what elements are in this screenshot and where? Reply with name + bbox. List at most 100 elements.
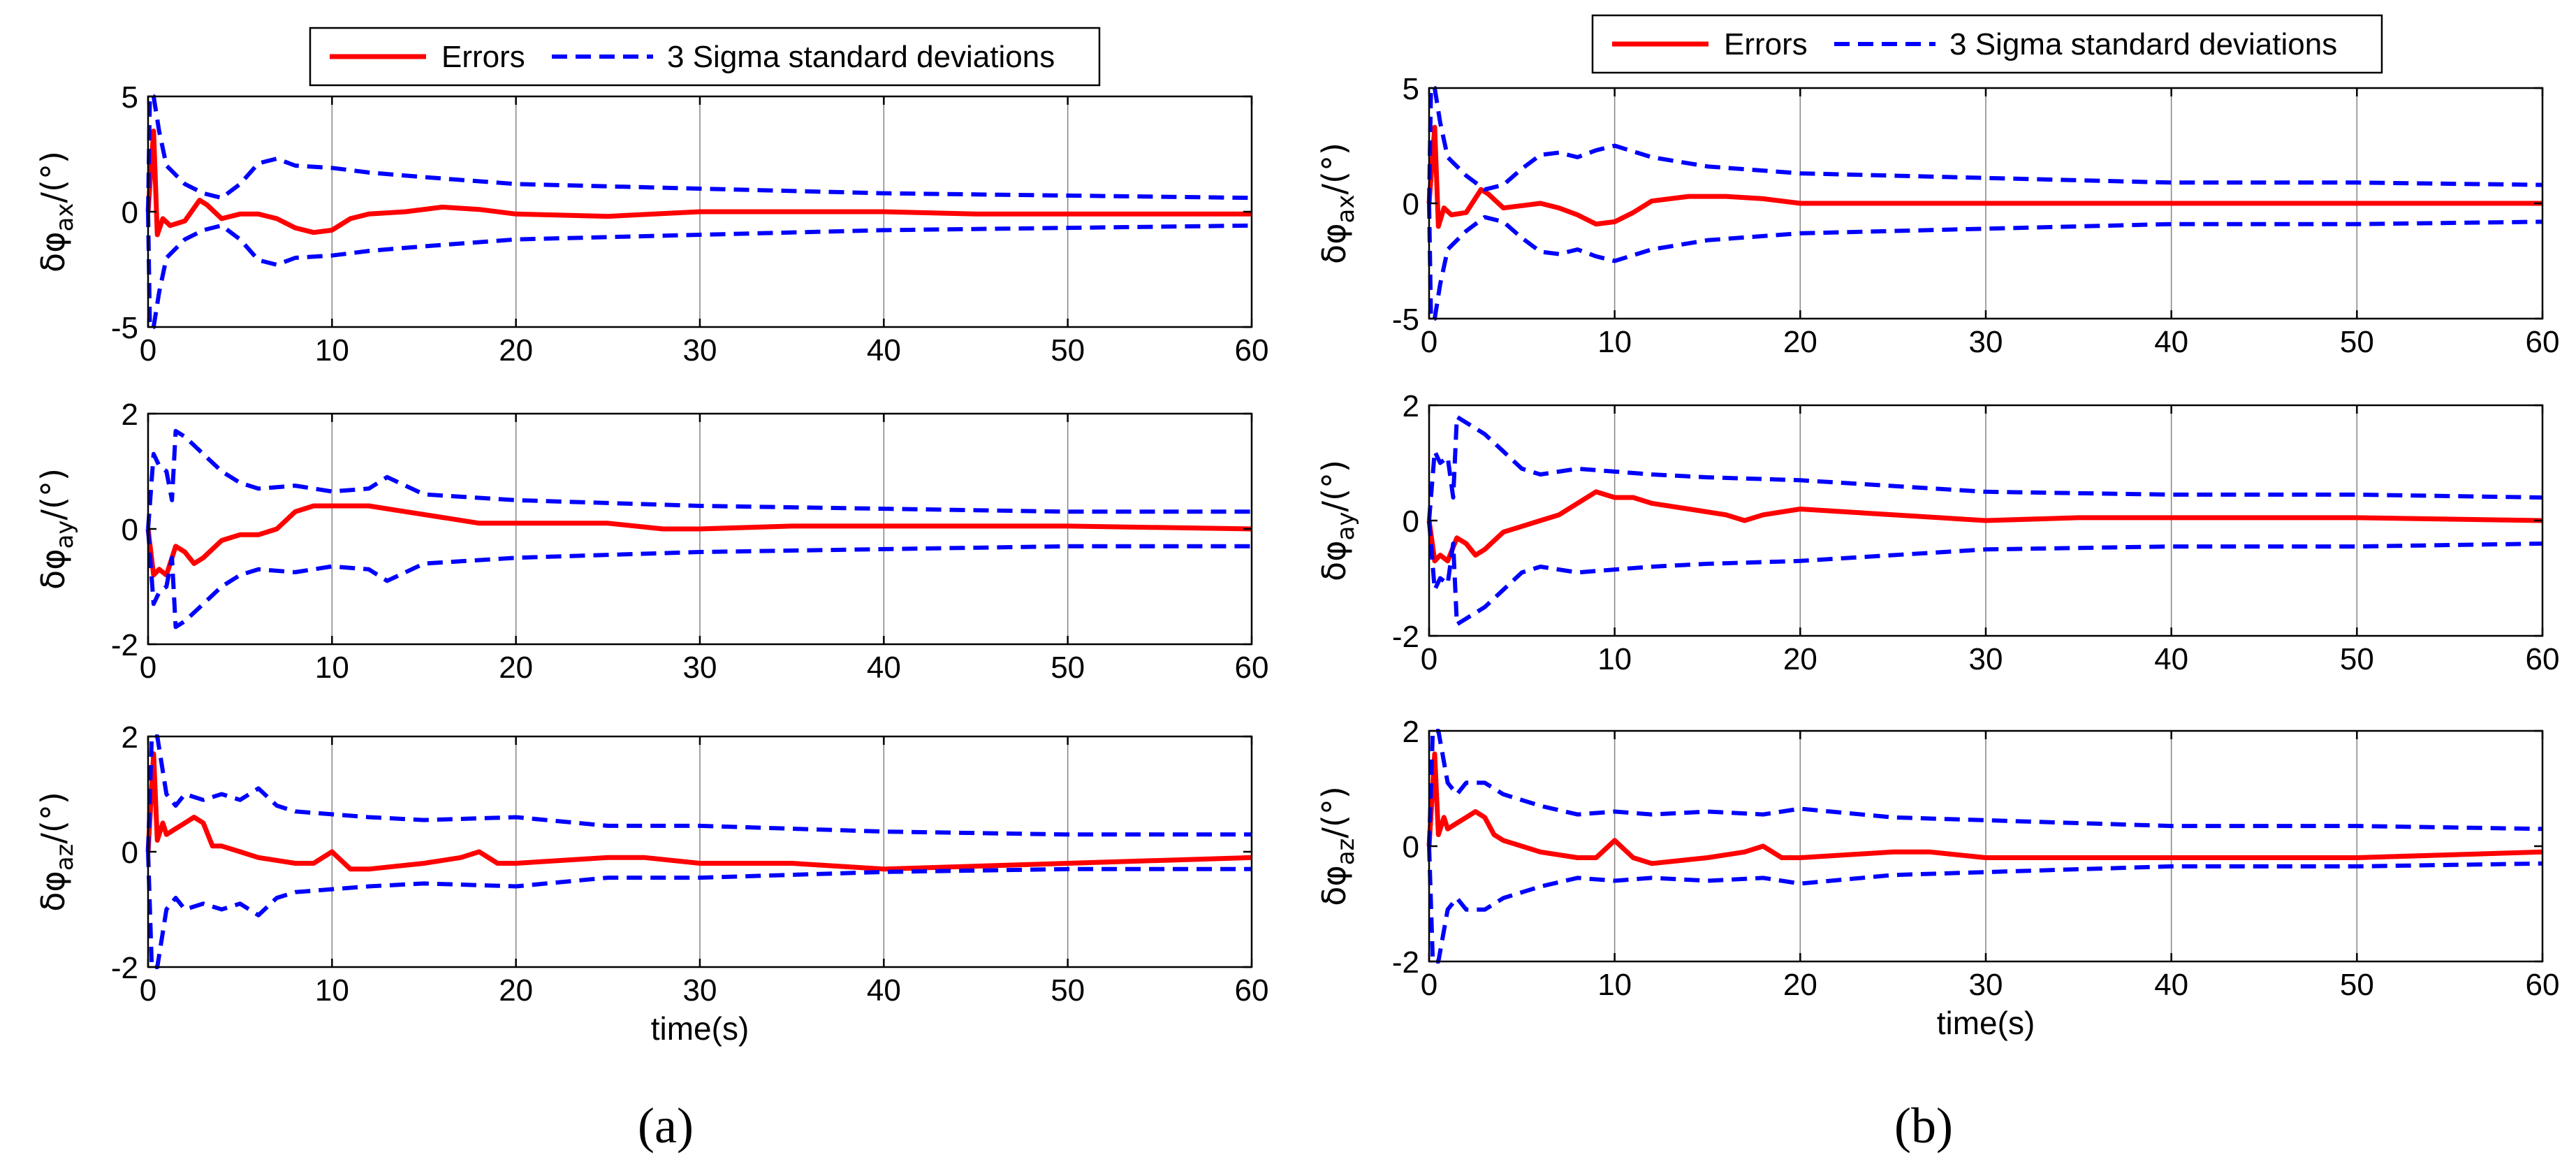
subplot-b-az-ylabel: δφaz/(°) <box>1315 786 1360 906</box>
subplot-a-ax-sigma-lower-line <box>146 211 1252 329</box>
subplot-a-az-sigma-lower-line <box>146 851 1252 969</box>
subplot-a-az-xtick-label-60: 60 <box>1235 973 1269 1008</box>
subplot-a-ay-ylabel: δφay/(°) <box>34 468 79 590</box>
subplot-b-az-xlabel: time(s) <box>1937 1005 2035 1041</box>
subplot-b-ax-xtick-label-60: 60 <box>2526 325 2560 359</box>
subplot-b-ay-xtick-label-50: 50 <box>2340 642 2374 676</box>
subplot-a-ax-xtick-label-50: 50 <box>1051 333 1085 368</box>
subplot-b-az-xtick-label-60: 60 <box>2526 968 2560 1002</box>
subplot-a-az-xtick-label-50: 50 <box>1051 973 1085 1008</box>
subplot-b-ax-xtick-label-40: 40 <box>2154 325 2188 359</box>
subplot-a-ay-ytick-label-0: 0 <box>122 513 138 547</box>
subplot-a-ax-ylabel: δφax/(°) <box>34 151 79 273</box>
subplot-a-ay-ytick-label-2: 2 <box>122 398 138 432</box>
subplot-a-ax-ytick-label--5: -5 <box>111 311 138 345</box>
subplot-b-ay-ylabel-unit: /(°) <box>1315 460 1353 511</box>
subplot-b-az-xtick-label-50: 50 <box>2340 968 2374 1002</box>
subplot-a-az-sigma-upper-line <box>146 734 1252 852</box>
subplot-a-ax-xtick-label-40: 40 <box>867 333 901 368</box>
subplot-b-ax-xtick-label-30: 30 <box>1969 325 2003 359</box>
subplot-b-az-errors-line <box>1426 751 2543 866</box>
legend-a-box <box>309 27 1101 87</box>
subplot-b-ay-ylabel: δφay/(°) <box>1315 460 1360 581</box>
subplot-b-ay-ytick-label--2: -2 <box>1392 620 1419 654</box>
subplot-b-az-sigma-upper-line <box>1427 729 2543 847</box>
legend-b-sigma-label: 3 Sigma standard deviations <box>1949 27 2337 61</box>
subplot-a-az-ylabel: δφaz/(°) <box>34 792 79 912</box>
legend-b-box <box>1591 14 2383 74</box>
subplot-b-ay-ytick-label-0: 0 <box>1403 504 1419 539</box>
subplot-b-ax-xtick-label-50: 50 <box>2340 325 2374 359</box>
subplot-a-ay-xtick-label-40: 40 <box>867 651 901 685</box>
subplot-a-ay-xtick-label-60: 60 <box>1235 651 1269 685</box>
subplot-b-ax-errors-line <box>1426 124 2542 229</box>
subplot-b-ax-ylabel-main: δφ <box>1315 223 1353 264</box>
subplot-b-ax-xtick-label-0: 0 <box>1421 325 1437 359</box>
subplot-a-az-ylabel-main: δφ <box>34 871 72 912</box>
subplot-a-ax-ytick-label-5: 5 <box>122 80 138 115</box>
subplot-b-az-ylabel-sub: az <box>1332 838 1360 866</box>
subplot-b-ax-ytick-label-0: 0 <box>1403 187 1419 221</box>
subplot-b-ax-sigma-upper-line <box>1427 86 2543 204</box>
legend-a-sigma-label: 3 Sigma standard deviations <box>667 40 1055 74</box>
subplot-a-az-xtick-label-20: 20 <box>499 973 533 1008</box>
subplot-a-ax-xtick-label-10: 10 <box>315 333 349 368</box>
subplot-b-az-sigma-lower-line <box>1427 845 2543 964</box>
caption-b: (b) <box>1894 1098 1953 1154</box>
subplot-a-az-ytick-label-0: 0 <box>122 836 138 870</box>
subplot-b-ax-ytick-label--5: -5 <box>1392 303 1419 337</box>
subplot-a-az-xtick-label-10: 10 <box>315 973 349 1008</box>
subplot-b-az-ylabel-unit: /(°) <box>1315 786 1353 838</box>
subplot-a-ay-xtick-label-20: 20 <box>499 651 533 685</box>
subplot-a-az-errors-line <box>145 751 1252 872</box>
subplot-b-ax-xtick-label-10: 10 <box>1597 325 1632 359</box>
subplot-a-ay-xtick-label-10: 10 <box>315 651 349 685</box>
subplot-a-ay-xtick-label-30: 30 <box>683 651 717 685</box>
subplot-b-ay-xtick-label-40: 40 <box>2154 642 2188 676</box>
subplot-b-ay-ylabel-main: δφ <box>1315 540 1353 581</box>
subplot-b-ay-xtick-label-20: 20 <box>1783 642 1817 676</box>
subplot-b-ax-xtick-label-20: 20 <box>1783 325 1817 359</box>
subplot-a-ay-ylabel-main: δφ <box>34 549 72 590</box>
subplot-a-ay-ylabel-unit: /(°) <box>34 468 72 520</box>
subplot-b-ay-xtick-label-60: 60 <box>2526 642 2560 676</box>
subplot-a-az-xtick-label-40: 40 <box>867 973 901 1008</box>
subplot-a-az-xtick-label-0: 0 <box>140 973 156 1008</box>
subplot-b-ax-ylabel-sub: ax <box>1332 194 1360 223</box>
subplot-b-az-xtick-label-20: 20 <box>1783 968 1817 1002</box>
subplot-a-az-ytick-label-2: 2 <box>122 720 138 755</box>
subplot-b-az-ytick-label-0: 0 <box>1403 830 1419 864</box>
subplot-a-ax-errors-line <box>145 129 1252 238</box>
subplot-b-az-ytick-label-2: 2 <box>1403 715 1419 749</box>
caption-a: (a) <box>638 1098 694 1154</box>
subplot-a-az-ytick-label--2: -2 <box>111 951 138 985</box>
subplot-b-ay-ylabel-sub: ay <box>1332 511 1360 540</box>
subplot-b-ay-xtick-label-10: 10 <box>1597 642 1632 676</box>
subplot-a-az-ylabel-sub: az <box>51 844 79 871</box>
subplot-b-ax-sigma-lower-line <box>1427 203 2543 321</box>
subplot-a-az-xtick-label-30: 30 <box>683 973 717 1008</box>
subplot-b-ax-ylabel-unit: /(°) <box>1315 143 1353 194</box>
subplot-a-ax-xtick-label-60: 60 <box>1235 333 1269 368</box>
subplot-a-ax-ylabel-main: δφ <box>34 231 72 273</box>
subplot-b-ax-ylabel: δφax/(°) <box>1315 143 1360 264</box>
subplot-a-ay-ylabel-sub: ay <box>51 520 79 549</box>
subplot-b-ay-xtick-label-30: 30 <box>1969 642 2003 676</box>
subplot-a-ax-ytick-label-0: 0 <box>122 196 138 230</box>
subplot-a-az-ylabel-unit: /(°) <box>34 792 72 843</box>
subplot-a-ay-sigma-lower-line <box>146 528 1252 630</box>
legend-a: Errors 3 Sigma standard deviations <box>309 27 1101 87</box>
subplot-a-ay-sigma-upper-line <box>146 428 1252 530</box>
subplot-a-ax-ylabel-unit: /(°) <box>34 151 72 203</box>
subplot-a-ay-xtick-label-0: 0 <box>140 651 156 685</box>
subplot-b-ay-sigma-upper-line <box>1427 414 2543 521</box>
subplot-a-ax-sigma-upper-line <box>146 94 1252 212</box>
subplot-a-ay-errors-line <box>145 503 1252 578</box>
subplot-b-ay-xtick-label-0: 0 <box>1421 642 1437 676</box>
subplot-a-ay-xtick-label-50: 50 <box>1051 651 1085 685</box>
